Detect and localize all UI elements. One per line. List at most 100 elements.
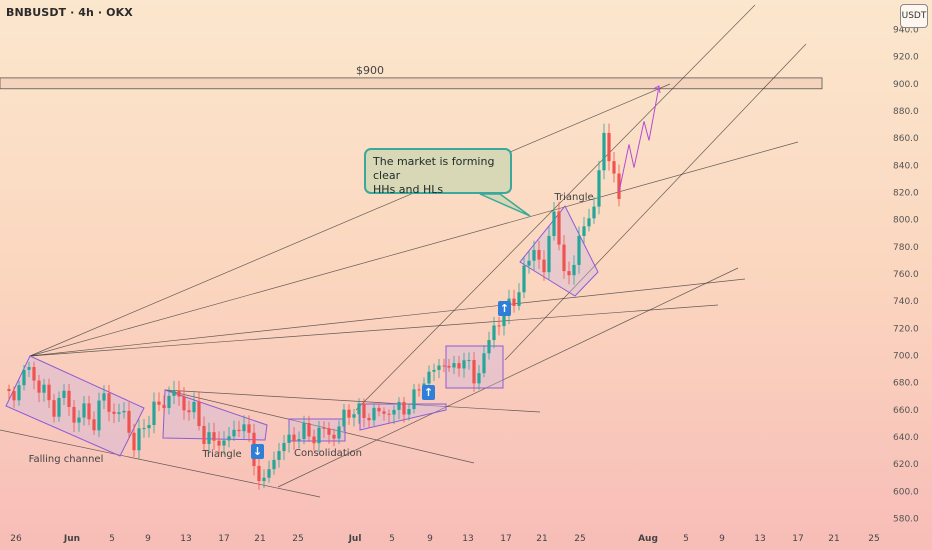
candle-body — [192, 401, 196, 413]
candle-body — [497, 325, 501, 327]
x-tick-label: 21 — [828, 534, 839, 544]
trend-line — [29, 83, 671, 357]
y-tick-label: 860.0 — [893, 134, 919, 144]
candle-body — [437, 365, 441, 370]
candle-body — [617, 173, 621, 199]
trend-line — [0, 429, 321, 498]
candle-body — [62, 390, 66, 398]
arrow-up-icon: ↑ — [422, 385, 435, 400]
candle-body — [522, 265, 526, 293]
candle-body — [247, 424, 251, 433]
candle-body — [97, 400, 101, 431]
candle-body — [67, 390, 71, 407]
candle-body — [212, 432, 216, 441]
candle-body — [402, 401, 406, 415]
candle-body — [277, 451, 281, 460]
callout-line-1: The market is forming clear — [373, 155, 495, 182]
x-tick-label: 9 — [427, 534, 433, 544]
candle-body — [597, 170, 601, 207]
candle-body — [172, 390, 176, 396]
candle-body — [17, 385, 21, 401]
candle-body — [142, 428, 146, 430]
candle-body — [7, 388, 11, 392]
y-tick-label: 580.0 — [893, 515, 919, 525]
candle-body — [207, 432, 211, 444]
triangle-pattern-2 — [519, 205, 599, 297]
candle-body — [327, 428, 331, 435]
triangle-label-2: Triangle — [553, 192, 593, 203]
candle-body — [407, 409, 411, 415]
candle-body — [232, 429, 236, 437]
candle-body — [92, 419, 96, 431]
candle-body — [357, 403, 361, 415]
trend-line — [164, 389, 541, 413]
candle-body — [27, 367, 31, 370]
candle-body — [57, 397, 61, 417]
ascending-triangle-shape — [359, 403, 447, 431]
candle-body — [317, 427, 321, 444]
x-tick-label: 26 — [10, 534, 22, 544]
candle-body — [157, 401, 161, 405]
candle-body — [292, 434, 296, 442]
candle-body — [567, 271, 571, 276]
candle-body — [592, 206, 596, 219]
candle-body — [562, 244, 566, 272]
candle-body — [177, 390, 181, 397]
trend-line — [277, 267, 739, 488]
candle-body — [237, 429, 241, 432]
chart-title: BNBUSDT · 4h · OKX — [6, 6, 133, 19]
candle-body — [467, 360, 471, 362]
callout-line-2: HHs and HLs — [373, 183, 444, 196]
y-tick-label: 800.0 — [893, 216, 919, 226]
arrow-down-icon: ↓ — [251, 444, 264, 459]
y-tick-label: 820.0 — [893, 189, 919, 199]
candle-body — [492, 325, 496, 341]
x-tick-label: 17 — [792, 534, 803, 544]
candle-body — [347, 409, 351, 418]
trend-line — [504, 43, 807, 361]
candle-body — [197, 401, 201, 427]
trend-line — [355, 4, 756, 411]
candle-body — [47, 384, 51, 401]
falling-channel-label: Falling channel — [29, 454, 104, 465]
candle-body — [122, 410, 126, 413]
candle-body — [302, 423, 306, 440]
candle-body — [337, 426, 341, 439]
x-tick-label: 25 — [292, 534, 303, 544]
x-tick-label: 5 — [109, 534, 115, 544]
x-tick-label: 17 — [218, 534, 229, 544]
candle-body — [152, 401, 156, 425]
candle-body — [367, 417, 371, 421]
y-tick-label: 740.0 — [893, 297, 919, 307]
candle-body — [182, 396, 186, 411]
candle-body — [602, 132, 606, 171]
candle-body — [387, 413, 391, 415]
candle-body — [542, 259, 546, 273]
projected-path — [618, 85, 660, 193]
candle-body — [37, 380, 41, 393]
candle-body — [477, 373, 481, 384]
trend-line — [164, 389, 475, 464]
currency-button[interactable]: USDT — [900, 4, 928, 28]
candle-body — [517, 292, 521, 306]
candle-body — [227, 436, 231, 441]
y-tick-label: 700.0 — [893, 352, 919, 362]
candle-body — [487, 340, 491, 354]
candle-body — [112, 411, 116, 414]
candle-body — [77, 417, 81, 423]
candle-body — [457, 363, 461, 369]
candle-body — [217, 440, 221, 446]
candle-body — [297, 439, 301, 442]
x-tick-label: 21 — [536, 534, 547, 544]
y-tick-label: 840.0 — [893, 161, 919, 171]
candle-body — [307, 423, 311, 437]
candle-body — [132, 432, 136, 451]
x-tick-label: 21 — [254, 534, 265, 544]
y-tick-label: 940.0 — [893, 26, 919, 36]
consolidation-label: Consolidation — [294, 448, 362, 459]
x-tick-label: 13 — [180, 534, 191, 544]
candle-body — [287, 434, 291, 443]
x-tick-label: Aug — [638, 534, 658, 544]
